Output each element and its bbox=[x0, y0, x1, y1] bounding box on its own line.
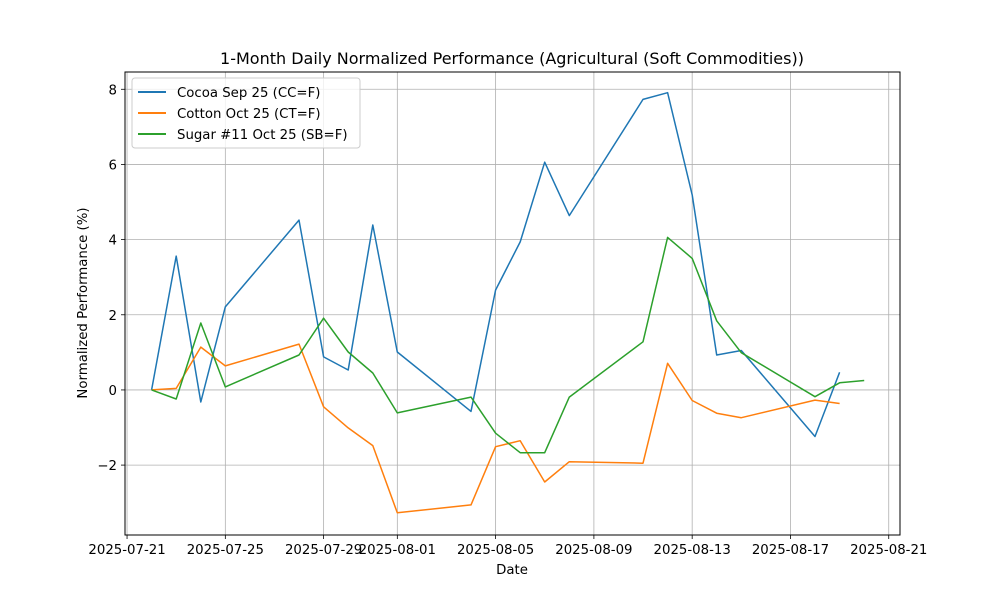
legend: Cocoa Sep 25 (CC=F) Cotton Oct 25 (CT=F) S… bbox=[131, 77, 361, 149]
y-tick-label: 0 bbox=[109, 384, 117, 399]
x-axis: 2025-07-21 2025-07-25 2025-07-292025-08-01… bbox=[88, 535, 927, 558]
x-tick-label: 2025-08-09 bbox=[555, 543, 632, 558]
legend-label: Cotton Oct 25 (CT=F) bbox=[177, 107, 321, 122]
x-tick-label: 2025-08-05 bbox=[457, 543, 534, 558]
y-tick-label: 2 bbox=[109, 309, 117, 324]
axes-frame bbox=[124, 71, 901, 536]
y-axis-label: Normalized Performance (%) bbox=[76, 207, 91, 398]
x-tick-label: 2025-08-21 bbox=[850, 543, 927, 558]
x-tick-label: 2025-08-13 bbox=[654, 543, 731, 558]
legend-item-1: Cotton Oct 25 (CT=F) bbox=[138, 107, 321, 122]
chart-title: 1-Month Daily Normalized Performance (Ag… bbox=[220, 49, 804, 68]
y-axis: −2 0 2 4 6 8 bbox=[97, 83, 125, 474]
x-axis-label: Date bbox=[496, 563, 528, 578]
x-tick-label: 2025-07-29 bbox=[285, 543, 362, 558]
legend-item-0: Cocoa Sep 25 (CC=F) bbox=[138, 86, 320, 101]
legend-label: Sugar #11 Oct 25 (SB=F) bbox=[177, 128, 348, 143]
series-line-2 bbox=[151, 236, 865, 454]
y-tick-label: 6 bbox=[109, 158, 117, 173]
y-tick-label: 8 bbox=[109, 83, 117, 98]
x-tick-label: 2025-07-21 bbox=[88, 543, 165, 558]
legend-box bbox=[131, 77, 361, 149]
x-tick-label: 2025-08-01 bbox=[359, 543, 436, 558]
grid-layer bbox=[125, 72, 900, 535]
y-tick-label: −2 bbox=[97, 459, 117, 474]
series-layer bbox=[150, 91, 865, 514]
legend-item-2: Sugar #11 Oct 25 (SB=F) bbox=[138, 128, 348, 143]
x-tick-label: 2025-07-25 bbox=[187, 543, 264, 558]
y-tick-label: 4 bbox=[109, 234, 117, 249]
legend-label: Cocoa Sep 25 (CC=F) bbox=[177, 86, 320, 101]
x-tick-label: 2025-08-17 bbox=[752, 543, 829, 558]
